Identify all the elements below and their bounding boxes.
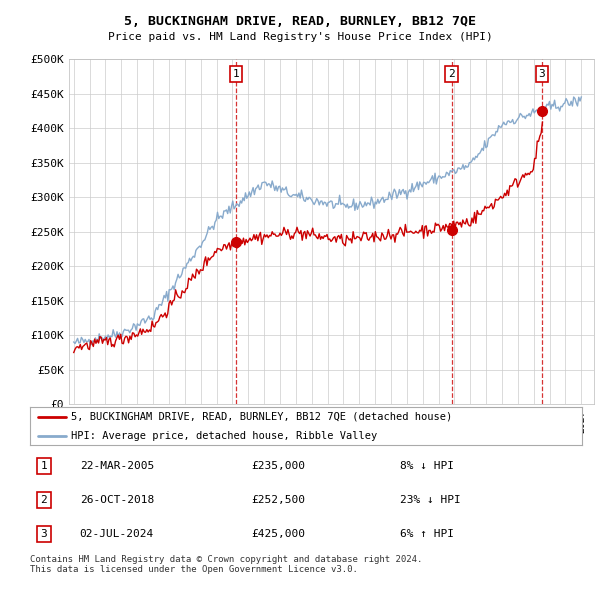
Text: Price paid vs. HM Land Registry's House Price Index (HPI): Price paid vs. HM Land Registry's House … xyxy=(107,32,493,42)
Text: 5, BUCKINGHAM DRIVE, READ, BURNLEY, BB12 7QE (detached house): 5, BUCKINGHAM DRIVE, READ, BURNLEY, BB12… xyxy=(71,412,452,422)
Text: £252,500: £252,500 xyxy=(251,495,305,505)
Text: 1: 1 xyxy=(232,69,239,79)
Text: 1: 1 xyxy=(40,461,47,471)
Text: 2: 2 xyxy=(40,495,47,505)
Text: 02-JUL-2024: 02-JUL-2024 xyxy=(80,529,154,539)
Text: 3: 3 xyxy=(40,529,47,539)
Text: 22-MAR-2005: 22-MAR-2005 xyxy=(80,461,154,471)
Text: 5, BUCKINGHAM DRIVE, READ, BURNLEY, BB12 7QE: 5, BUCKINGHAM DRIVE, READ, BURNLEY, BB12… xyxy=(124,15,476,28)
Text: £425,000: £425,000 xyxy=(251,529,305,539)
Text: 26-OCT-2018: 26-OCT-2018 xyxy=(80,495,154,505)
Text: 3: 3 xyxy=(538,69,545,79)
Text: HPI: Average price, detached house, Ribble Valley: HPI: Average price, detached house, Ribb… xyxy=(71,431,377,441)
Text: 6% ↑ HPI: 6% ↑ HPI xyxy=(400,529,454,539)
Text: Contains HM Land Registry data © Crown copyright and database right 2024.
This d: Contains HM Land Registry data © Crown c… xyxy=(30,555,422,574)
Text: 2: 2 xyxy=(448,69,455,79)
Text: £235,000: £235,000 xyxy=(251,461,305,471)
Text: 23% ↓ HPI: 23% ↓ HPI xyxy=(400,495,461,505)
Text: 8% ↓ HPI: 8% ↓ HPI xyxy=(400,461,454,471)
